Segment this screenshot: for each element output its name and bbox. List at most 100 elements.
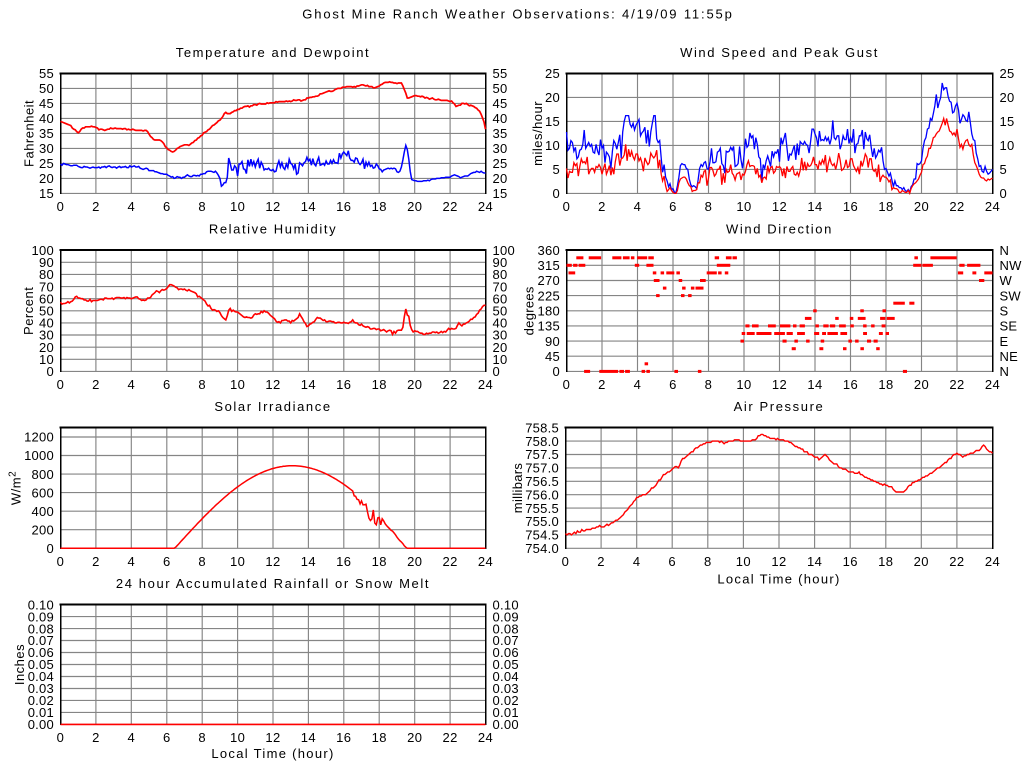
- svg-text:24: 24: [478, 377, 493, 392]
- svg-text:0.08: 0.08: [493, 621, 519, 636]
- svg-text:30: 30: [39, 141, 54, 156]
- svg-text:25: 25: [493, 156, 508, 171]
- svg-text:12: 12: [265, 554, 280, 569]
- svg-text:90: 90: [545, 334, 560, 349]
- svg-text:10: 10: [736, 554, 751, 569]
- svg-text:20: 20: [407, 377, 422, 392]
- svg-text:18: 18: [878, 554, 893, 569]
- svg-text:12: 12: [771, 554, 786, 569]
- svg-text:8: 8: [198, 377, 206, 392]
- svg-text:30: 30: [39, 328, 54, 343]
- svg-text:W/m2: W/m2: [8, 471, 24, 505]
- svg-text:22: 22: [949, 554, 964, 569]
- svg-text:0.10: 0.10: [28, 597, 54, 612]
- svg-text:90: 90: [39, 255, 54, 270]
- svg-text:0: 0: [493, 364, 500, 379]
- svg-text:Inches: Inches: [12, 644, 27, 685]
- svg-text:18: 18: [372, 377, 387, 392]
- svg-text:20: 20: [914, 199, 929, 214]
- svg-text:20: 20: [1000, 90, 1015, 105]
- svg-text:10: 10: [736, 377, 751, 392]
- svg-text:6: 6: [669, 199, 677, 214]
- svg-text:14: 14: [301, 377, 316, 392]
- svg-text:22: 22: [949, 377, 964, 392]
- svg-text:45: 45: [39, 96, 54, 111]
- svg-text:14: 14: [807, 377, 822, 392]
- svg-text:4: 4: [127, 730, 135, 745]
- svg-text:10: 10: [545, 138, 560, 153]
- svg-text:Temperature and Dewpoint: Temperature and Dewpoint: [176, 45, 371, 60]
- svg-text:14: 14: [301, 199, 316, 214]
- svg-text:0: 0: [553, 186, 560, 201]
- svg-text:0.03: 0.03: [28, 681, 54, 696]
- svg-text:16: 16: [336, 730, 351, 745]
- svg-text:0.05: 0.05: [493, 657, 519, 672]
- svg-text:755.0: 755.0: [525, 514, 559, 529]
- svg-text:225: 225: [538, 288, 560, 303]
- svg-text:N: N: [1000, 243, 1010, 258]
- svg-text:0.07: 0.07: [493, 633, 519, 648]
- svg-text:12: 12: [772, 199, 787, 214]
- svg-text:10: 10: [493, 352, 508, 367]
- svg-text:25: 25: [1000, 66, 1015, 81]
- svg-text:0.04: 0.04: [28, 669, 54, 684]
- svg-text:NW: NW: [1000, 258, 1023, 273]
- svg-text:0.09: 0.09: [28, 609, 54, 624]
- svg-text:15: 15: [1000, 114, 1015, 129]
- svg-text:2: 2: [92, 730, 100, 745]
- svg-text:Wind Speed and Peak Gust: Wind Speed and Peak Gust: [680, 45, 879, 60]
- svg-text:8: 8: [198, 730, 206, 745]
- svg-text:14: 14: [807, 554, 822, 569]
- svg-text:360: 360: [538, 243, 560, 258]
- svg-text:18: 18: [372, 199, 387, 214]
- svg-text:22: 22: [442, 730, 457, 745]
- svg-text:40: 40: [493, 111, 508, 126]
- svg-text:1200: 1200: [24, 430, 54, 445]
- svg-text:0.09: 0.09: [493, 609, 519, 624]
- svg-text:18: 18: [878, 199, 893, 214]
- svg-text:5: 5: [1000, 162, 1007, 177]
- svg-text:22: 22: [442, 554, 457, 569]
- svg-text:10: 10: [230, 199, 245, 214]
- svg-text:754.5: 754.5: [525, 528, 559, 543]
- svg-text:800: 800: [32, 467, 54, 482]
- svg-text:600: 600: [32, 485, 54, 500]
- svg-text:755.5: 755.5: [525, 501, 559, 516]
- svg-text:270: 270: [538, 273, 560, 288]
- svg-text:0: 0: [562, 554, 570, 569]
- svg-text:35: 35: [39, 126, 54, 141]
- svg-text:22: 22: [442, 199, 457, 214]
- svg-text:16: 16: [336, 377, 351, 392]
- svg-text:miles/hour: miles/hour: [530, 101, 545, 166]
- svg-text:135: 135: [538, 319, 560, 334]
- svg-text:10: 10: [230, 377, 245, 392]
- svg-text:14: 14: [301, 554, 316, 569]
- svg-text:0: 0: [57, 199, 65, 214]
- svg-text:758.5: 758.5: [525, 420, 559, 435]
- svg-text:0: 0: [553, 364, 560, 379]
- svg-text:25: 25: [39, 156, 54, 171]
- svg-text:20: 20: [39, 340, 54, 355]
- svg-text:W: W: [1000, 273, 1013, 288]
- svg-text:Percent: Percent: [21, 287, 36, 335]
- svg-text:16: 16: [336, 199, 351, 214]
- svg-text:12: 12: [772, 377, 787, 392]
- svg-text:0.10: 0.10: [493, 597, 519, 612]
- svg-text:16: 16: [843, 554, 858, 569]
- svg-text:0: 0: [47, 541, 54, 556]
- svg-text:0.02: 0.02: [28, 693, 54, 708]
- svg-text:Local Time (hour): Local Time (hour): [211, 746, 334, 761]
- svg-text:0: 0: [57, 377, 65, 392]
- svg-text:0.00: 0.00: [493, 717, 519, 732]
- svg-text:24: 24: [478, 199, 493, 214]
- svg-text:315: 315: [538, 258, 560, 273]
- svg-text:80: 80: [493, 267, 508, 282]
- svg-text:20: 20: [407, 554, 422, 569]
- svg-text:Local Time (hour): Local Time (hour): [717, 571, 840, 586]
- svg-text:6: 6: [163, 554, 171, 569]
- svg-text:180: 180: [538, 304, 560, 319]
- svg-text:55: 55: [39, 66, 54, 81]
- svg-text:2: 2: [598, 377, 606, 392]
- svg-text:754.0: 754.0: [525, 541, 559, 556]
- svg-text:16: 16: [843, 377, 858, 392]
